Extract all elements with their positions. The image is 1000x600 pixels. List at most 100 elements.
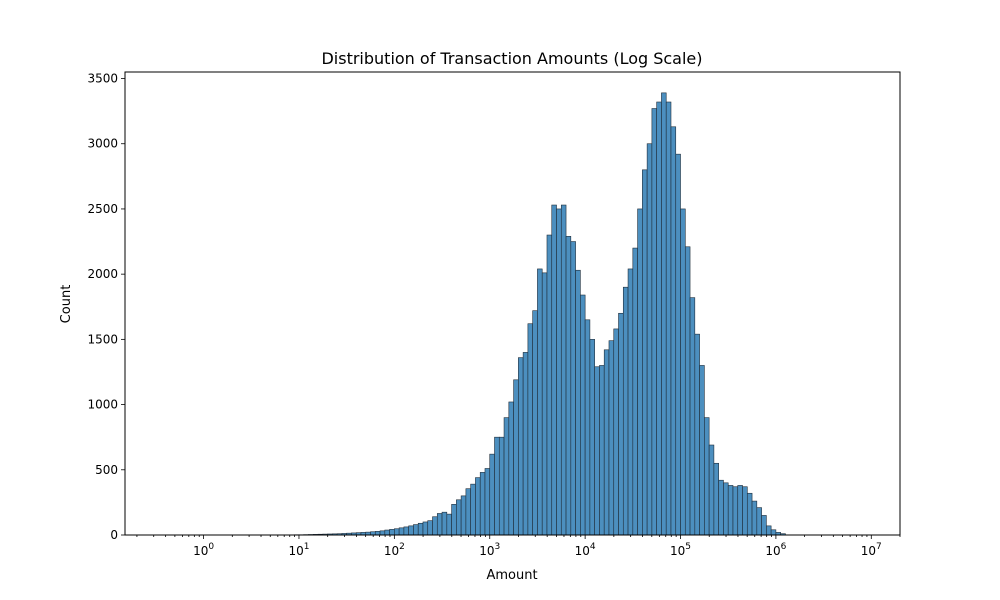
histogram-bar xyxy=(737,485,743,536)
y-tick-label: 1500 xyxy=(87,332,118,346)
x-tick-label: 102 xyxy=(384,542,405,558)
histogram-bar xyxy=(451,504,457,536)
histogram-bar xyxy=(699,365,705,536)
y-tick-label: 3000 xyxy=(87,137,118,151)
y-tick-label: 2500 xyxy=(87,202,118,216)
histogram-bar xyxy=(723,482,729,536)
histogram-bar xyxy=(413,524,419,536)
histogram-bar xyxy=(732,486,739,536)
histogram-bar xyxy=(708,444,715,536)
x-tick-label: 107 xyxy=(861,542,882,558)
histogram-bar xyxy=(389,529,395,536)
histogram-bar xyxy=(489,453,495,536)
plot-area-frame xyxy=(124,71,901,536)
histogram-bar xyxy=(446,513,452,536)
histogram-bar xyxy=(680,208,686,536)
histogram-bar xyxy=(498,436,505,536)
histogram-bars xyxy=(284,92,786,536)
histogram-bar xyxy=(599,365,605,536)
histogram-bar xyxy=(718,479,724,536)
histogram-bar xyxy=(622,286,629,536)
histogram-bar xyxy=(374,531,381,536)
y-tick-label: 1000 xyxy=(87,398,118,412)
histogram-bar xyxy=(646,143,653,536)
histogram-bar xyxy=(670,126,677,536)
y-axis-label: Count xyxy=(59,285,74,324)
histogram-bar xyxy=(618,312,624,536)
x-axis-label: Amount xyxy=(486,568,537,583)
histogram-bar xyxy=(475,477,481,536)
x-tick-label: 105 xyxy=(670,542,691,558)
x-tick-label: 103 xyxy=(479,542,500,558)
y-axis-ticks: 0 500 1000 1500 2000 2500 3000 3500 xyxy=(87,72,125,542)
histogram-bar xyxy=(417,522,424,536)
histogram-bar xyxy=(727,485,734,536)
histogram-bar xyxy=(546,234,553,536)
histogram-bar xyxy=(551,204,557,536)
histogram-bar xyxy=(584,319,591,536)
histogram-bar xyxy=(751,500,758,536)
histogram-bar xyxy=(603,349,610,536)
histogram-bar xyxy=(575,269,581,536)
histogram-bar xyxy=(713,462,719,536)
histogram-bar xyxy=(766,525,772,536)
histogram-bar xyxy=(432,516,438,536)
histogram-bar xyxy=(494,436,500,536)
histogram-bar xyxy=(613,328,619,536)
histogram-bar xyxy=(427,520,433,536)
histogram-bar xyxy=(656,101,662,536)
x-tick-label: 104 xyxy=(575,542,596,558)
histogram-bar xyxy=(704,417,710,536)
histogram-bar xyxy=(541,272,548,536)
x-axis-ticks: 100 101 102 103 104 105 106 107 xyxy=(136,535,901,558)
histogram-bar xyxy=(770,529,777,536)
histogram-bar xyxy=(684,246,691,536)
histogram-bar xyxy=(675,153,681,536)
histogram-bar xyxy=(527,323,533,536)
histogram-bar xyxy=(689,297,696,536)
y-tick-label: 2000 xyxy=(87,267,118,281)
histogram-bar xyxy=(379,530,386,536)
histogram-bar xyxy=(570,241,576,536)
x-tick-label: 100 xyxy=(193,542,214,558)
histogram-bar xyxy=(746,492,753,536)
histogram-bar xyxy=(742,486,748,536)
x-tick-label: 101 xyxy=(288,542,309,558)
histogram-bar xyxy=(518,357,524,536)
histogram-bar xyxy=(470,483,476,536)
histogram-bar xyxy=(484,468,491,536)
histogram-bar xyxy=(661,92,667,536)
histogram-bar xyxy=(756,507,762,536)
histogram-bar xyxy=(436,513,443,536)
histogram-bar xyxy=(522,352,529,536)
histogram-bar xyxy=(403,526,409,536)
histogram-bar xyxy=(398,527,405,536)
histogram-bar xyxy=(513,379,519,536)
histogram-bar xyxy=(508,401,514,536)
histogram-bar xyxy=(394,528,400,536)
histogram-bar xyxy=(761,515,767,536)
x-tick-label: 106 xyxy=(765,542,786,558)
histogram-bar xyxy=(589,339,595,536)
histogram-bar xyxy=(479,472,486,536)
histogram-bar xyxy=(694,333,700,536)
histogram-bar xyxy=(422,521,429,536)
histogram-bar xyxy=(384,529,390,536)
histogram-bar xyxy=(608,340,615,536)
histogram-bar xyxy=(594,366,600,536)
histogram-bar xyxy=(651,108,657,536)
y-tick-label: 3500 xyxy=(87,72,118,86)
chart-title: Distribution of Transaction Amounts (Log… xyxy=(321,49,702,68)
y-tick-label: 0 xyxy=(110,528,118,542)
histogram-bar xyxy=(642,169,648,536)
histogram-bar xyxy=(627,268,634,536)
histogram-bar xyxy=(460,495,467,536)
histogram-bar xyxy=(532,310,538,536)
histogram-bar xyxy=(632,247,638,536)
histogram-bar xyxy=(408,525,414,536)
histogram-bar xyxy=(465,488,471,536)
histogram-bar xyxy=(503,417,510,536)
histogram-bar xyxy=(580,294,586,536)
histogram-bar xyxy=(565,236,572,536)
